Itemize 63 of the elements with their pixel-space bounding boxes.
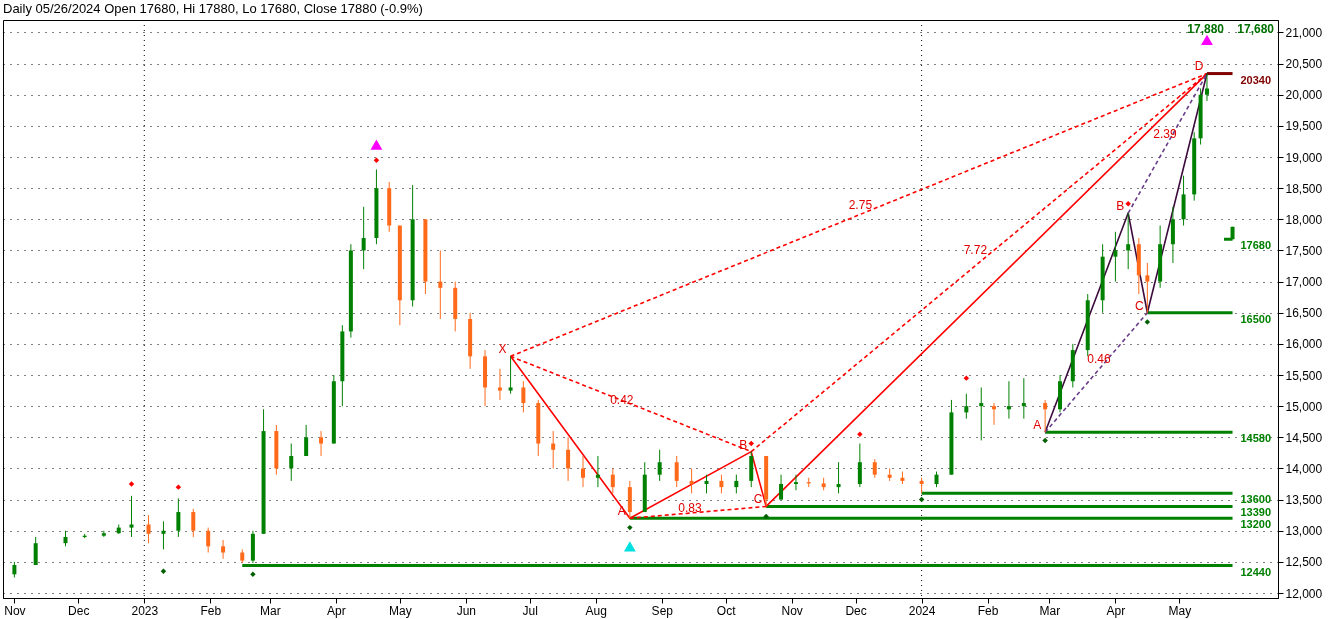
series-label: 12440	[1240, 565, 1271, 578]
x-tick-label: Feb	[977, 603, 999, 618]
y-tick-label: 12,500	[1285, 555, 1323, 570]
annotation: 17,880	[1187, 22, 1225, 36]
x-tick-label: Mar	[260, 603, 281, 618]
y-tick-label: 13,000	[1285, 524, 1323, 539]
y-tick-label: 19,000	[1285, 150, 1323, 165]
chart-title: Daily 05/26/2024 Open 17680, Hi 17880, Lo 17680, Close 17880 (-0.9%)	[3, 0, 423, 16]
x-tick-label: Apr	[1106, 603, 1126, 618]
annotation: 0.42	[610, 392, 634, 407]
annotation: 2.75	[848, 197, 873, 212]
series-label: 13390	[1240, 506, 1271, 519]
annotation: X	[498, 342, 507, 357]
y-tick-label: 14,500	[1285, 430, 1323, 445]
y-tick-label: 17,500	[1285, 243, 1323, 258]
x-tick-label: 2024	[908, 603, 936, 618]
y-tick-label: 13,500	[1285, 493, 1323, 508]
y-tick-label: 14,000	[1285, 461, 1323, 476]
x-tick-label: Dec	[68, 603, 90, 618]
annotation: A	[617, 504, 626, 519]
y-tick-label: 15,000	[1285, 399, 1323, 414]
series-label: 20340	[1240, 73, 1271, 86]
series-label: 13600	[1240, 493, 1271, 506]
annotation: C	[1135, 298, 1145, 313]
annotation: 2.39	[1153, 127, 1177, 142]
x-tick-label: May	[389, 603, 412, 618]
x-tick-label: 2023	[131, 603, 159, 618]
series-label: 17680	[1240, 239, 1271, 252]
y-tick-label: 19,500	[1285, 119, 1323, 134]
y-tick-label: 20,000	[1285, 88, 1323, 103]
y-tick-label: 18,500	[1285, 181, 1323, 196]
x-tick-label: Mar	[1039, 603, 1061, 618]
x-tick-label: Nov	[781, 603, 803, 618]
x-tick-label: Oct	[716, 603, 737, 618]
y-tick-label: 21,000	[1285, 25, 1323, 40]
x-tick-label: Aug	[585, 603, 607, 618]
annotation: B	[1116, 198, 1125, 213]
annotation: 0.83	[678, 501, 702, 516]
series-label: 16500	[1240, 312, 1271, 325]
x-tick-label: Dec	[845, 603, 867, 618]
annotation: 7.72	[963, 243, 988, 258]
annotation: B	[739, 437, 748, 452]
x-tick-label: Feb	[200, 603, 222, 618]
x-tick-label: Nov	[4, 603, 26, 618]
x-tick-label: Sep	[651, 603, 674, 618]
y-tick-label: 12,000	[1285, 586, 1323, 601]
annotation: A	[1033, 418, 1042, 433]
annotation: D	[1194, 59, 1204, 74]
y-tick-label: 16,500	[1285, 306, 1323, 321]
y-tick-label: 17,000	[1285, 275, 1323, 290]
x-tick-label: Apr	[327, 603, 346, 618]
series-label: 14580	[1240, 432, 1271, 445]
annotation: C	[753, 492, 763, 507]
series-label: 13200	[1240, 518, 1271, 531]
annotation: 0.46	[1087, 352, 1111, 367]
y-tick-label: 18,000	[1285, 212, 1323, 227]
y-tick-label: 20,500	[1285, 57, 1323, 72]
y-tick-label: 16,000	[1285, 337, 1323, 352]
x-tick-label: May	[1168, 603, 1192, 618]
y-tick-label: 15,500	[1285, 368, 1323, 383]
annotation: 17,680	[1237, 22, 1275, 36]
x-tick-label: Jun	[456, 603, 477, 618]
x-tick-label: Jul	[522, 603, 538, 618]
